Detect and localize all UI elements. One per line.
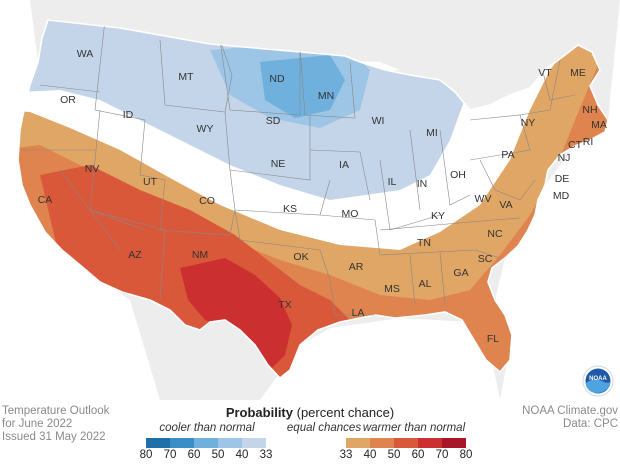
probability-legend: Probability (percent chance) cooler than…: [140, 405, 480, 463]
state-boundaries: [20, 20, 576, 316]
ocean-atlantic: [495, 0, 620, 400]
state-label-nj: NJ: [558, 152, 571, 164]
state-label-nv: NV: [85, 163, 100, 175]
temperature-outlook-map: WA OR ID MT WY ND SD MN NE IA WI MI IL I…: [0, 0, 620, 400]
cool-tick-1: 70: [163, 449, 177, 461]
source-line2: Data: CPC: [563, 418, 618, 430]
svg-text:NOAA: NOAA: [589, 376, 607, 382]
state-label-or: OR: [60, 94, 76, 106]
warm-tick-5: 80: [459, 449, 473, 461]
state-label-ca: CA: [38, 194, 53, 206]
state-label-tn: TN: [417, 237, 431, 249]
warm-tick-0: 33: [339, 449, 353, 461]
legend-warm-scale: [346, 438, 466, 448]
state-label-co: CO: [199, 195, 215, 207]
state-label-pa: PA: [501, 149, 514, 161]
cool-swatch-2: [194, 438, 218, 448]
state-label-tx: TX: [278, 299, 291, 311]
state-label-az: AZ: [128, 249, 142, 261]
cool-swatch-3: [218, 438, 242, 448]
figure-caption: Temperature Outlook for June 2022 Issued…: [2, 405, 152, 444]
zone-warm-60-70: [180, 258, 292, 370]
legend-warmer-label: warmer than normal: [362, 422, 466, 434]
warm-tick-4: 70: [435, 449, 449, 461]
warm-swatch-0: [346, 438, 370, 448]
caption-title-line1: Temperature Outlook: [2, 405, 110, 417]
state-label-in: IN: [417, 178, 428, 190]
ocean-pacific: [0, 0, 160, 400]
ocean-gulf: [260, 318, 500, 400]
cool-tick-0: 80: [139, 449, 153, 461]
state-label-ms: MS: [384, 283, 400, 295]
state-label-ks: KS: [283, 203, 297, 215]
source-line1: NOAA Climate.gov: [522, 405, 618, 417]
state-label-sc: SC: [478, 253, 493, 265]
state-label-va: VA: [499, 199, 512, 211]
state-label-ma: MA: [591, 119, 607, 131]
state-label-ut: UT: [143, 176, 158, 188]
legend-equal-label: equal chances: [286, 422, 362, 434]
state-label-ri: RI: [583, 136, 594, 148]
cool-swatch-1: [170, 438, 194, 448]
noaa-logo: NOAA: [582, 365, 614, 397]
state-label-nh: NH: [582, 104, 597, 116]
legend-cool-scale: [146, 438, 266, 448]
cool-tick-4: 40: [235, 449, 249, 461]
state-label-mi: MI: [426, 127, 438, 139]
state-label-mn: MN: [318, 90, 334, 102]
source-credit: NOAA Climate.gov Data: CPC: [498, 405, 618, 431]
probability-zones: [18, 20, 608, 378]
state-label-wv: WV: [475, 193, 492, 205]
state-label-md: MD: [553, 190, 570, 202]
warm-swatch-4: [442, 438, 466, 448]
cool-tick-2: 60: [187, 449, 201, 461]
state-label-de: DE: [555, 173, 570, 185]
state-label-ne: NE: [271, 158, 286, 170]
state-label-ia: IA: [339, 159, 349, 171]
caption-title-line2: for June 2022: [2, 418, 73, 430]
cool-tick-5: 33: [259, 449, 273, 461]
warm-swatch-2: [394, 438, 418, 448]
state-label-al: AL: [419, 278, 432, 290]
state-label-me: ME: [570, 67, 586, 79]
zone-cool-50-60: [260, 55, 345, 118]
state-labels: WA OR ID MT WY ND SD MN NE IA WI MI IL I…: [38, 48, 607, 345]
state-label-oh: OH: [450, 169, 466, 181]
state-label-wa: WA: [77, 48, 94, 60]
cool-swatch-0: [146, 438, 170, 448]
state-label-mt: MT: [178, 71, 194, 83]
legend-title: Probability (percent chance): [225, 405, 395, 420]
state-label-nm: NM: [192, 249, 208, 261]
warm-tick-3: 60: [411, 449, 425, 461]
warm-swatch-1: [370, 438, 394, 448]
state-label-la: LA: [352, 307, 365, 319]
state-label-ny: NY: [521, 117, 536, 129]
state-label-ga: GA: [453, 267, 468, 279]
cool-swatch-4: [242, 438, 266, 448]
state-label-wy: WY: [197, 123, 214, 135]
state-label-fl: FL: [487, 333, 499, 345]
state-label-wi: WI: [372, 115, 385, 127]
state-label-ct: CT: [568, 139, 583, 151]
state-label-ar: AR: [349, 261, 364, 273]
state-label-mo: MO: [342, 208, 359, 220]
caption-issued: Issued 31 May 2022: [2, 431, 106, 443]
legend-cooler-label: cooler than normal: [159, 422, 255, 434]
state-label-sd: SD: [266, 115, 281, 127]
state-label-id: ID: [123, 109, 134, 121]
cool-tick-3: 50: [211, 449, 225, 461]
warm-tick-1: 40: [363, 449, 377, 461]
state-label-ky: KY: [431, 210, 445, 222]
state-label-ok: OK: [293, 251, 308, 263]
state-label-nd: ND: [269, 73, 285, 85]
state-label-vt: VT: [538, 67, 552, 79]
state-label-il: IL: [388, 176, 397, 188]
warm-swatch-3: [418, 438, 442, 448]
state-label-nc: NC: [487, 228, 503, 240]
warm-tick-2: 50: [387, 449, 401, 461]
